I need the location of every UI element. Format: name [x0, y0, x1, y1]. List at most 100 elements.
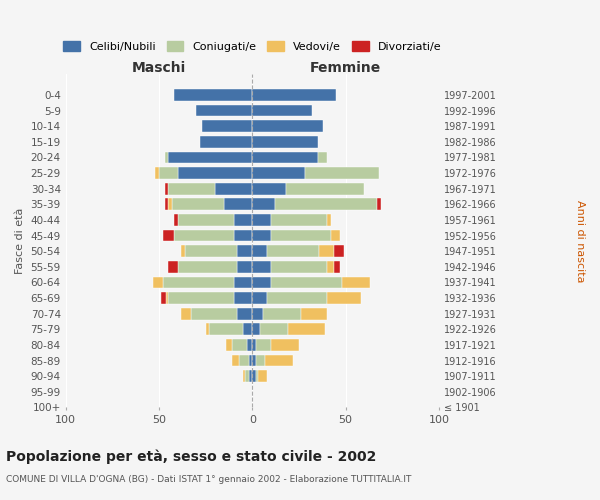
Bar — [224, 198, 252, 210]
Bar — [252, 246, 267, 257]
Bar — [163, 276, 233, 288]
Bar — [263, 308, 301, 320]
Bar — [164, 198, 169, 210]
Bar — [267, 246, 319, 257]
Bar — [252, 230, 271, 241]
Bar — [256, 370, 258, 382]
Bar — [252, 167, 305, 179]
Bar — [172, 198, 224, 210]
Y-axis label: Anni di nascita: Anni di nascita — [575, 200, 585, 282]
Bar — [248, 370, 252, 382]
Bar — [238, 308, 252, 320]
Bar — [267, 292, 327, 304]
Bar — [317, 152, 327, 164]
Bar — [252, 198, 275, 210]
Bar — [252, 136, 317, 147]
Bar — [169, 183, 215, 194]
Bar — [154, 276, 163, 288]
Bar — [271, 261, 327, 272]
Bar — [252, 261, 271, 272]
Bar — [196, 105, 252, 117]
Text: Maschi: Maschi — [132, 60, 186, 74]
Bar — [178, 214, 233, 226]
Bar — [233, 214, 252, 226]
Bar — [243, 324, 252, 335]
Text: Femmine: Femmine — [310, 60, 381, 74]
Bar — [252, 324, 260, 335]
Bar — [233, 276, 252, 288]
Bar — [159, 167, 178, 179]
Bar — [163, 230, 174, 241]
Bar — [178, 167, 252, 179]
Bar — [169, 261, 178, 272]
Text: COMUNE DI VILLA D'OGNA (BG) - Dati ISTAT 1° gennaio 2002 - Elaborazione TUTTITAL: COMUNE DI VILLA D'OGNA (BG) - Dati ISTAT… — [6, 475, 412, 484]
Bar — [209, 324, 243, 335]
Bar — [301, 308, 327, 320]
Bar — [252, 89, 336, 101]
Bar — [239, 354, 248, 366]
Bar — [169, 152, 252, 164]
Bar — [252, 183, 286, 194]
Bar — [252, 105, 312, 117]
Bar — [258, 370, 267, 382]
Bar — [247, 339, 252, 350]
Bar — [252, 276, 271, 288]
Bar — [232, 354, 239, 366]
Bar — [334, 246, 344, 257]
Bar — [327, 214, 331, 226]
Bar — [271, 339, 299, 350]
Bar — [252, 339, 256, 350]
Bar — [331, 230, 340, 241]
Bar — [238, 261, 252, 272]
Bar — [206, 324, 209, 335]
Bar — [191, 308, 238, 320]
Bar — [174, 214, 178, 226]
Bar — [226, 339, 232, 350]
Bar — [252, 354, 256, 366]
Bar — [342, 276, 370, 288]
Bar — [288, 324, 325, 335]
Bar — [252, 152, 317, 164]
Bar — [200, 136, 252, 147]
Bar — [169, 198, 172, 210]
Bar — [271, 276, 342, 288]
Bar — [169, 292, 233, 304]
Bar — [245, 370, 248, 382]
Bar — [271, 230, 331, 241]
Bar — [319, 246, 334, 257]
Bar — [181, 308, 191, 320]
Bar — [275, 198, 377, 210]
Bar — [215, 183, 252, 194]
Bar — [164, 183, 169, 194]
Bar — [252, 370, 256, 382]
Bar — [248, 354, 252, 366]
Bar — [161, 292, 166, 304]
Bar — [164, 152, 169, 164]
Bar — [232, 339, 247, 350]
Y-axis label: Fasce di età: Fasce di età — [15, 208, 25, 274]
Bar — [155, 167, 159, 179]
Bar — [252, 308, 263, 320]
Bar — [243, 370, 245, 382]
Bar — [327, 292, 361, 304]
Bar — [185, 246, 238, 257]
Bar — [265, 354, 293, 366]
Legend: Celibi/Nubili, Coniugati/e, Vedovi/e, Divorziati/e: Celibi/Nubili, Coniugati/e, Vedovi/e, Di… — [59, 37, 446, 56]
Bar — [377, 198, 381, 210]
Bar — [252, 292, 267, 304]
Bar — [174, 89, 252, 101]
Bar — [166, 292, 169, 304]
Bar — [238, 246, 252, 257]
Bar — [334, 261, 340, 272]
Bar — [271, 214, 327, 226]
Bar — [260, 324, 288, 335]
Bar — [174, 230, 233, 241]
Bar — [252, 120, 323, 132]
Bar — [305, 167, 379, 179]
Bar — [256, 339, 271, 350]
Bar — [202, 120, 252, 132]
Bar — [286, 183, 364, 194]
Bar — [233, 230, 252, 241]
Bar — [252, 214, 271, 226]
Bar — [178, 261, 238, 272]
